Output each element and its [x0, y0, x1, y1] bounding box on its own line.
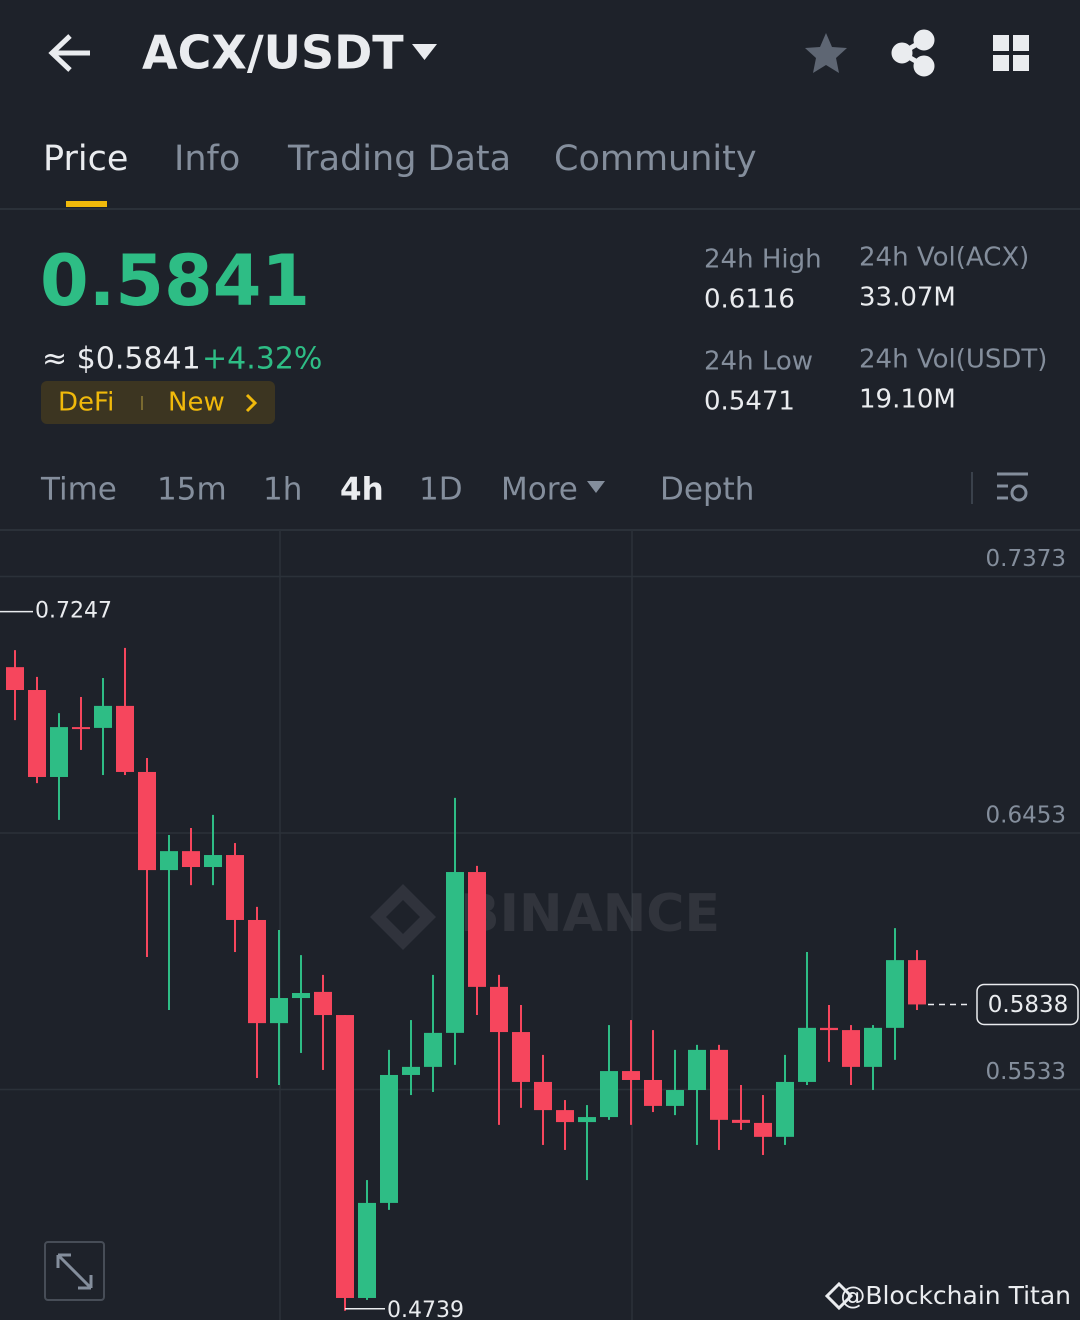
interval-active[interactable]: 4h	[340, 472, 384, 508]
y-tick-label: 0.7373	[986, 546, 1066, 572]
candle-body	[908, 960, 926, 1005]
chart-settings[interactable]	[997, 472, 1028, 502]
candle-body	[864, 1027, 882, 1067]
candle-body	[556, 1110, 574, 1123]
stat-label: 24h Low	[704, 347, 813, 377]
fullscreen-button[interactable]	[44, 1241, 105, 1301]
tag-badge[interactable]	[41, 381, 275, 424]
credit: @Blockchain Titan	[840, 1281, 1071, 1310]
candle-body	[600, 1071, 618, 1118]
last-price-label: 0.5838	[988, 992, 1068, 1018]
candle-body	[72, 727, 90, 730]
credit-logo	[824, 1281, 854, 1311]
candle-body	[732, 1119, 750, 1123]
stat-label: 24h Vol(ACX)	[859, 243, 1029, 273]
watermark-logo	[370, 884, 436, 950]
share-button[interactable]	[891, 29, 935, 77]
y-tick-label: 0.5533	[986, 1059, 1066, 1085]
candle-body	[468, 872, 486, 987]
interval[interactable]: More	[501, 472, 578, 508]
candle-body	[336, 1015, 354, 1298]
candle-body	[94, 705, 112, 728]
candle-body	[710, 1049, 728, 1120]
candle-body	[6, 667, 24, 691]
fiat-price: ≈ $0.5841	[42, 342, 201, 377]
interval[interactable]: 15m	[157, 472, 227, 508]
candle-body	[138, 771, 156, 871]
candle-body	[886, 960, 904, 1028]
candle-body	[402, 1066, 420, 1075]
last-price: 0.5841	[40, 240, 310, 322]
tab[interactable]: Trading Data	[287, 139, 511, 179]
candle-body	[534, 1081, 552, 1111]
interval[interactable]: 1h	[263, 472, 302, 508]
candle-body	[182, 851, 200, 868]
tag[interactable]: New	[168, 388, 225, 418]
tab[interactable]: Price	[43, 139, 128, 179]
tag[interactable]: DeFi	[58, 388, 114, 418]
candle-body	[446, 872, 464, 1033]
candle-body	[292, 993, 310, 999]
candle-body	[820, 1027, 838, 1031]
min-label: 0.4739	[387, 1298, 464, 1320]
stat-value: 33.07M	[859, 283, 956, 313]
max-label: 0.7247	[35, 599, 112, 624]
candle-body	[358, 1202, 376, 1298]
candle-body	[28, 690, 46, 777]
candle-body	[490, 986, 508, 1033]
candle-body	[776, 1081, 794, 1137]
price-change: +4.32%	[202, 342, 322, 377]
tab[interactable]: Info	[174, 139, 240, 179]
candle-body	[160, 851, 178, 871]
stat-value: 0.6116	[704, 285, 795, 315]
candle-body	[622, 1071, 640, 1080]
candle-body	[688, 1049, 706, 1091]
candle-body	[666, 1090, 684, 1106]
candle-body	[270, 998, 288, 1024]
stat-value: 19.10M	[859, 385, 956, 415]
last-price-box	[976, 983, 1079, 1026]
interval[interactable]: Time	[40, 472, 117, 508]
tab-indicator	[66, 201, 107, 207]
candle-body	[50, 727, 68, 777]
fullscreen-icon	[56, 1253, 93, 1290]
candle-body	[578, 1117, 596, 1123]
stat-label: 24h Vol(USDT)	[859, 345, 1047, 375]
candle-body	[204, 855, 222, 868]
candle-body	[424, 1032, 442, 1067]
interval[interactable]: 1D	[419, 472, 463, 508]
candle-body	[226, 855, 244, 920]
candle-body	[314, 991, 332, 1016]
watermark: BINANCE	[460, 884, 720, 944]
candle-body	[248, 919, 266, 1024]
tab[interactable]: Community	[554, 139, 757, 179]
candle-body	[754, 1122, 772, 1137]
candle-body	[116, 705, 134, 772]
candle-body	[644, 1079, 662, 1106]
more-dropdown[interactable]	[587, 481, 605, 493]
tag-chevron	[245, 393, 258, 413]
interval[interactable]: Depth	[660, 472, 754, 508]
candle-body	[380, 1074, 398, 1203]
favorite-star[interactable]	[805, 33, 847, 73]
candle-body	[512, 1032, 530, 1082]
stat-label: 24h High	[704, 245, 822, 275]
candle-body	[842, 1030, 860, 1067]
menu-grid[interactable]	[993, 35, 1029, 71]
candle-body	[798, 1027, 816, 1082]
back-button[interactable]	[48, 34, 90, 72]
pair-title[interactable]: ACX/USDT	[142, 26, 404, 80]
y-tick-label: 0.6453	[986, 803, 1066, 829]
pair-dropdown[interactable]	[412, 44, 437, 60]
stat-value: 0.5471	[704, 387, 795, 417]
